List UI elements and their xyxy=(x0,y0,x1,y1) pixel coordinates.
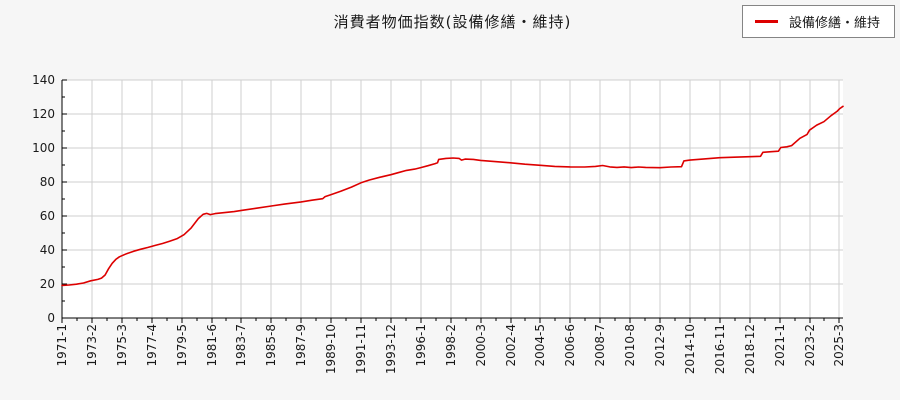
svg-text:2021-1: 2021-1 xyxy=(773,324,787,367)
svg-text:2000-3: 2000-3 xyxy=(474,324,488,367)
svg-text:1989-10: 1989-10 xyxy=(324,324,338,374)
svg-text:2018-12: 2018-12 xyxy=(743,324,757,374)
svg-text:80: 80 xyxy=(40,175,55,189)
svg-text:2012-9: 2012-9 xyxy=(653,324,667,367)
svg-text:1983-7: 1983-7 xyxy=(234,324,248,367)
svg-text:1975-3: 1975-3 xyxy=(115,324,129,367)
svg-text:1993-12: 1993-12 xyxy=(384,324,398,374)
svg-text:20: 20 xyxy=(40,277,55,291)
svg-text:1977-4: 1977-4 xyxy=(145,324,159,367)
legend-label: 設備修繕・維持 xyxy=(788,16,880,31)
svg-text:2014-10: 2014-10 xyxy=(683,324,697,374)
svg-text:2025-3: 2025-3 xyxy=(832,324,846,367)
svg-text:1973-2: 1973-2 xyxy=(85,324,99,367)
svg-text:0: 0 xyxy=(47,311,55,325)
svg-text:1985-8: 1985-8 xyxy=(264,324,278,367)
svg-text:100: 100 xyxy=(32,141,55,155)
svg-text:1971-1: 1971-1 xyxy=(55,324,69,367)
svg-text:1996-1: 1996-1 xyxy=(414,324,428,367)
svg-text:120: 120 xyxy=(32,107,55,121)
svg-text:140: 140 xyxy=(32,73,55,87)
svg-text:2004-5: 2004-5 xyxy=(533,324,547,367)
svg-text:1998-2: 1998-2 xyxy=(444,324,458,367)
svg-text:1979-5: 1979-5 xyxy=(175,324,189,367)
svg-text:2010-8: 2010-8 xyxy=(623,324,637,367)
svg-text:2023-2: 2023-2 xyxy=(803,324,817,367)
svg-text:40: 40 xyxy=(40,243,55,257)
svg-text:60: 60 xyxy=(40,209,55,223)
chart-title: 消費者物価指数(設備修繕・維持) xyxy=(333,13,572,31)
legend-line-icon xyxy=(754,20,778,23)
svg-text:1981-6: 1981-6 xyxy=(205,324,219,367)
legend-box: 設備修繕・維持 xyxy=(741,5,895,38)
svg-text:2008-7: 2008-7 xyxy=(593,324,607,367)
svg-text:2006-6: 2006-6 xyxy=(563,324,577,367)
svg-text:2016-11: 2016-11 xyxy=(713,324,727,374)
svg-text:1987-9: 1987-9 xyxy=(294,324,308,367)
svg-text:2002-4: 2002-4 xyxy=(504,324,518,367)
svg-text:1991-11: 1991-11 xyxy=(354,324,368,374)
